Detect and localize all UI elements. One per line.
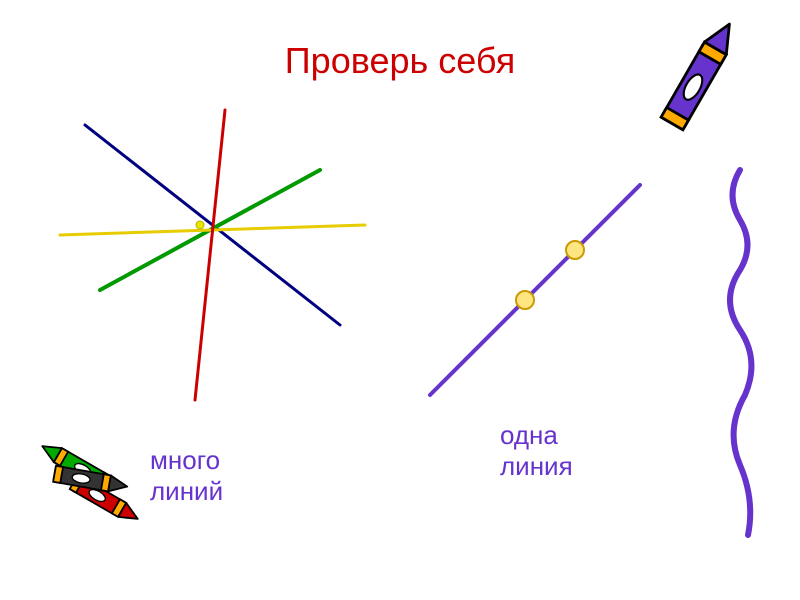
wavy-line	[730, 170, 751, 535]
diagram-canvas	[0, 0, 800, 600]
label-many-lines: многолиний	[150, 445, 223, 507]
crayon-top-right-icon	[661, 18, 740, 130]
label-one-line: одналиния	[500, 420, 573, 482]
crayon-cluster-icon	[38, 439, 142, 526]
many-lines-diagram	[60, 110, 365, 400]
one-line-diagram	[430, 185, 640, 395]
page-title: Проверь себя	[285, 40, 515, 82]
